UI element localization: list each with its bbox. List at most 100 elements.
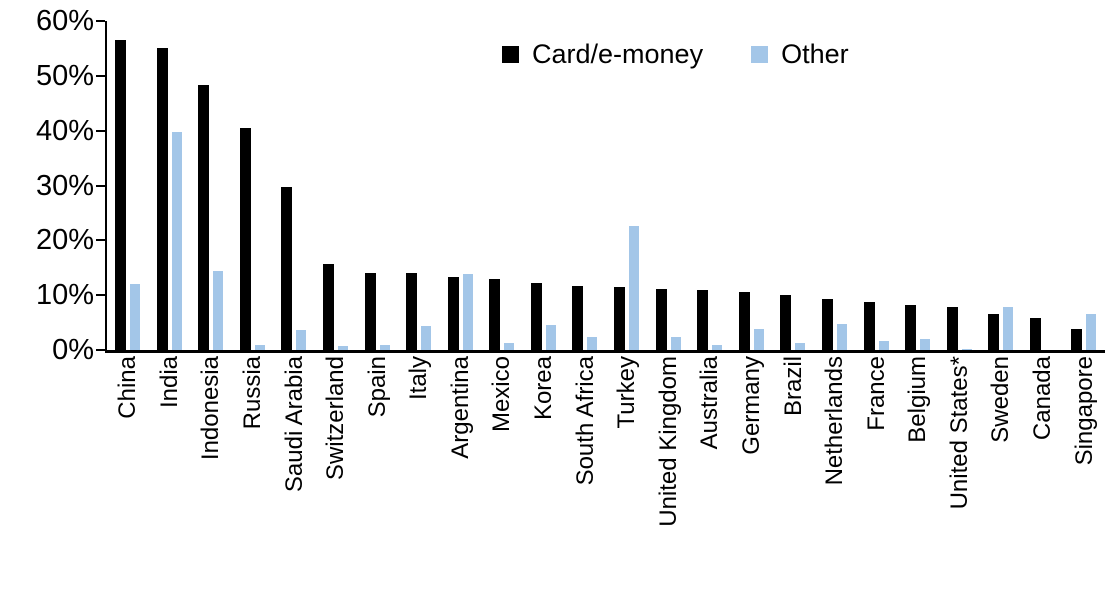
x-axis-label-text: Russia <box>238 356 266 430</box>
x-axis-label-text: Argentina <box>446 356 474 459</box>
bar-other <box>629 225 639 350</box>
x-axis-label-text: China <box>114 356 142 419</box>
bar-card-e-money <box>281 186 293 350</box>
x-axis-label: Indonesia <box>190 356 232 592</box>
y-axis-label: 0% <box>52 334 94 366</box>
x-axis-label-text: Canada <box>1029 356 1057 441</box>
x-axis-label-text: Indonesia <box>197 356 225 461</box>
bar-card-e-money <box>697 289 709 350</box>
bar-other <box>712 344 723 350</box>
x-axis-label: Germany <box>731 356 773 592</box>
bar-other <box>920 339 931 350</box>
bar-other <box>171 132 182 350</box>
bar-other <box>961 348 972 350</box>
x-axis-label: Australia <box>689 356 731 592</box>
x-axis-label: United States* <box>939 356 981 592</box>
x-axis-label-text: South Africa <box>571 356 599 486</box>
x-axis-label: Korea <box>523 356 565 592</box>
x-axis-line <box>105 350 1105 353</box>
bar-card-e-money <box>988 313 1000 350</box>
bar-card-e-money <box>156 48 168 350</box>
bar-other <box>504 342 515 350</box>
y-axis-tick <box>96 74 105 77</box>
legend: Card/e-money Other <box>502 39 849 70</box>
y-axis-label: 20% <box>35 224 94 257</box>
bar-other <box>1086 313 1097 350</box>
bar-other <box>337 346 348 350</box>
bar-other <box>254 344 265 350</box>
y-axis-line <box>105 21 107 352</box>
bar-other <box>545 324 556 350</box>
bar-other <box>670 337 681 350</box>
bar-card-e-money <box>614 286 625 350</box>
x-axis-label: France <box>856 356 898 592</box>
x-axis-label: Saudi Arabia <box>273 356 315 592</box>
bar-card-e-money <box>821 299 833 350</box>
legend-item-other: Other <box>751 39 849 70</box>
bar-card-e-money <box>364 272 376 350</box>
x-axis-label: Netherlands <box>814 356 856 592</box>
x-axis-label: Mexico <box>481 356 523 592</box>
legend-label-other: Other <box>781 39 849 69</box>
x-axis-label-text: Sweden <box>987 356 1015 443</box>
bar-card-e-money <box>1029 317 1041 350</box>
x-axis-label-text: United Kingdom <box>654 356 682 527</box>
y-axis-label: 10% <box>35 279 94 312</box>
x-axis-label: Belgium <box>897 356 939 592</box>
bar-other <box>587 336 598 350</box>
y-axis-label: 60% <box>35 5 94 37</box>
x-axis-label-text: France <box>862 356 890 431</box>
x-axis-label-text: Saudi Arabia <box>280 356 308 493</box>
bar-card-e-money <box>738 291 750 350</box>
y-axis-label: 40% <box>35 114 94 147</box>
bar-card-e-money <box>239 128 251 350</box>
bar-other <box>462 273 473 350</box>
plot-area <box>107 21 1105 350</box>
x-axis-label: Singapore <box>1063 356 1105 592</box>
y-axis-tick <box>96 129 105 132</box>
bar-card-e-money <box>946 307 958 350</box>
y-axis-tick <box>96 184 105 187</box>
x-axis-label-text: Australia <box>696 356 724 450</box>
bar-other <box>753 328 764 350</box>
bar-card-e-money <box>406 272 418 350</box>
x-axis-label: United Kingdom <box>648 356 690 592</box>
bar-other <box>795 343 806 350</box>
card-e-money-swatch-icon <box>502 46 519 63</box>
bar-card-e-money <box>322 263 334 350</box>
y-axis-label: 30% <box>35 169 94 202</box>
bar-other <box>213 271 224 350</box>
other-swatch-icon <box>751 46 769 63</box>
legend-label-card-e-money: Card/e-money <box>532 39 704 69</box>
bar-card-e-money <box>780 295 792 350</box>
x-axis-label: Sweden <box>980 356 1022 592</box>
y-axis-tick <box>96 294 105 297</box>
bar-card-e-money <box>863 302 875 350</box>
x-axis-label-text: Turkey <box>613 356 641 429</box>
y-axis-tick <box>96 349 105 351</box>
bar-card-e-money <box>489 278 501 350</box>
x-axis-label-text: Korea <box>530 356 558 421</box>
x-axis-label: Turkey <box>606 356 648 592</box>
y-axis-tick <box>96 239 105 242</box>
x-axis-label-text: United States* <box>945 356 973 510</box>
bar-card-e-money <box>530 282 542 350</box>
bar-card-e-money <box>905 305 917 350</box>
x-axis-label-text: India <box>155 356 183 409</box>
x-axis-label-text: Mexico <box>488 356 516 433</box>
bar-card-e-money <box>655 288 667 350</box>
x-axis-label-text: Singapore <box>1070 356 1098 466</box>
y-axis-label: 50% <box>35 59 94 92</box>
bar-card-e-money <box>572 285 584 350</box>
x-axis-label-text: Italy <box>405 356 433 401</box>
x-axis-label: India <box>149 356 191 592</box>
x-axis-label-text: Brazil <box>779 356 807 417</box>
x-axis-label-text: Spain <box>363 356 391 418</box>
bar-other <box>379 345 390 350</box>
x-axis-label-text: Switzerland <box>322 356 350 481</box>
x-axis-label: Italy <box>398 356 440 592</box>
x-axis-label: Brazil <box>772 356 814 592</box>
bar-card-e-money <box>198 85 210 350</box>
bar-other <box>421 325 432 350</box>
